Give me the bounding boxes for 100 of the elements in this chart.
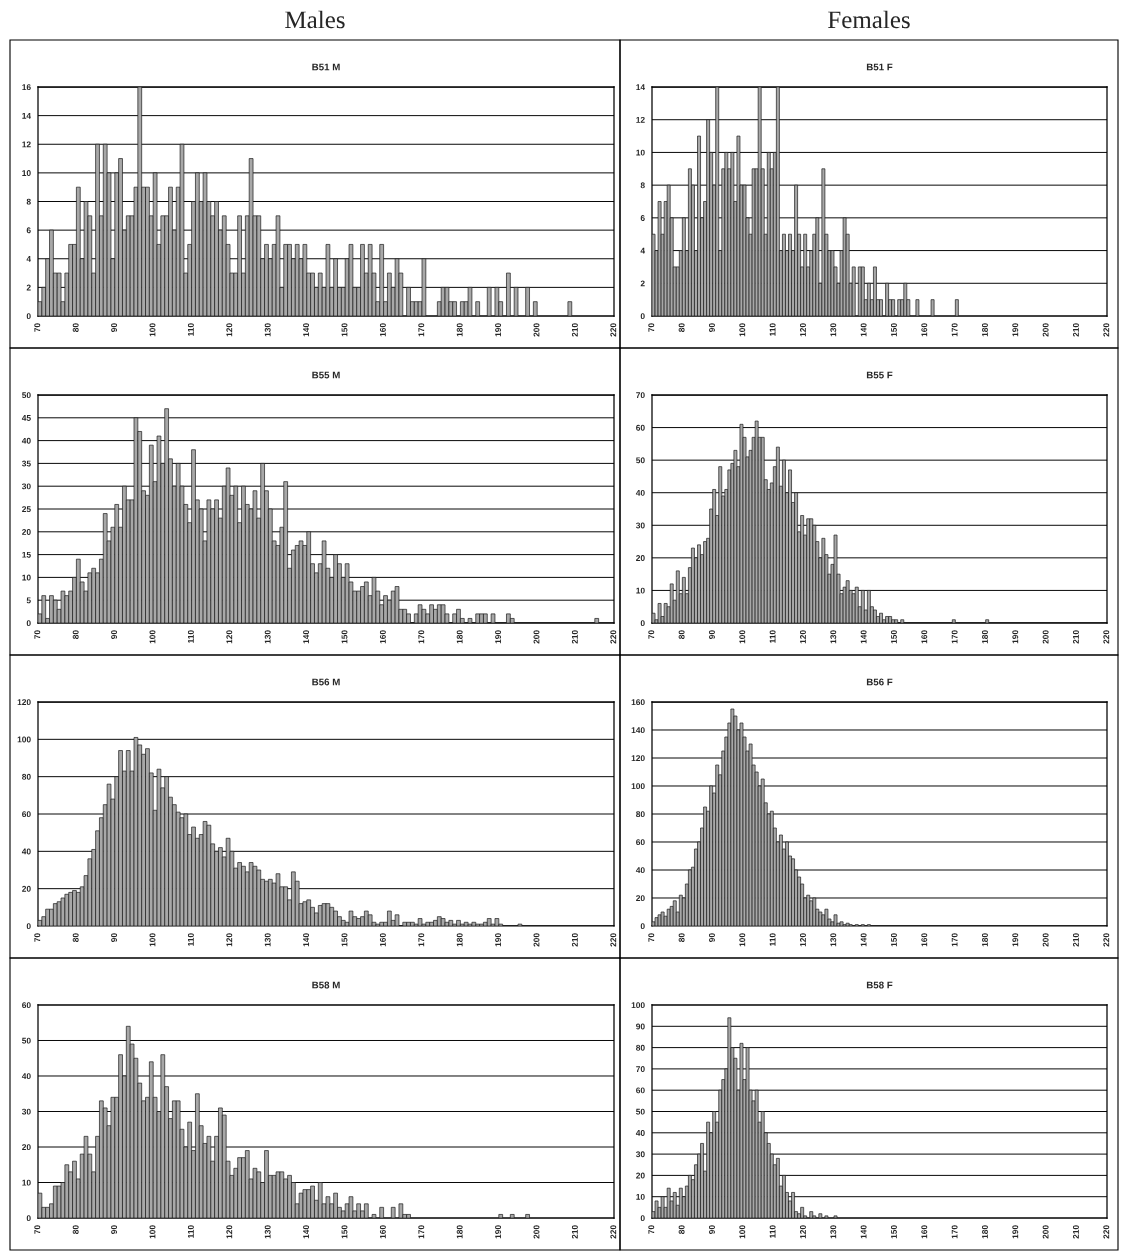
x-tick-label: 150 (891, 1225, 897, 1239)
y-tick-label: 10 (22, 574, 31, 581)
x-tick-label: 80 (72, 1225, 79, 1234)
chart-title: B56 F (866, 678, 893, 686)
x-tick-label: 150 (341, 630, 348, 644)
x-tick-label: 190 (495, 630, 502, 644)
x-tick-label: 70 (648, 630, 655, 639)
y-tick-label: 2 (640, 280, 645, 287)
y-tick-label: 40 (21, 437, 31, 444)
y-tick-label: 10 (22, 170, 31, 176)
x-tick-label: 100 (739, 323, 746, 337)
y-tick-label: 50 (636, 457, 645, 464)
x-tick-label: 180 (982, 933, 988, 947)
x-tick-label: 80 (72, 323, 79, 332)
y-tick-label: 60 (636, 424, 645, 431)
y-tick-label: 0 (26, 313, 31, 320)
x-tick-label: 190 (495, 933, 502, 947)
x-tick-label: 130 (264, 323, 271, 337)
x-tick-label: 170 (951, 630, 958, 644)
x-tick-label: 210 (571, 1225, 578, 1239)
x-tick-label: 220 (1103, 933, 1110, 947)
x-tick-label: 140 (303, 933, 310, 947)
x-tick-label: 130 (264, 933, 271, 947)
x-tick-label: 170 (418, 630, 425, 644)
x-tick-label: 220 (1103, 1225, 1110, 1239)
y-tick-label: 30 (635, 522, 645, 529)
y-tick-label: 60 (636, 839, 645, 846)
y-tick-label: 20 (636, 555, 645, 561)
x-tick-label: 70 (34, 1225, 41, 1234)
x-tick-label: 100 (739, 1225, 746, 1239)
x-tick-label: 170 (418, 1225, 425, 1239)
y-tick-label: 80 (22, 773, 31, 780)
x-tick-label: 160 (921, 323, 928, 337)
y-tick-label: 10 (636, 1193, 645, 1200)
x-tick-label: 110 (769, 933, 776, 946)
x-tick-label: 90 (709, 933, 715, 942)
y-tick-label: 40 (635, 1130, 645, 1136)
x-tick-label: 120 (800, 323, 806, 337)
y-tick-label: 10 (22, 1179, 31, 1186)
x-tick-label: 120 (800, 630, 806, 644)
y-tick-label: 6 (640, 215, 645, 221)
y-tick-label: 50 (22, 392, 31, 399)
x-tick-label: 160 (921, 1225, 928, 1239)
y-tick-label: 14 (636, 84, 646, 91)
x-tick-label: 170 (951, 1225, 958, 1239)
y-tick-label: 10 (636, 149, 645, 156)
y-tick-label: 6 (26, 227, 31, 234)
y-tick-label: 14 (22, 112, 32, 119)
x-tick-label: 120 (226, 630, 233, 644)
x-tick-label: 220 (1103, 630, 1110, 644)
x-tick-label: 130 (830, 323, 837, 337)
x-tick-label: 210 (1073, 1225, 1079, 1239)
y-tick-label: 60 (22, 1002, 31, 1009)
y-tick-label: 5 (26, 597, 31, 604)
y-tick-label: 0 (26, 620, 31, 627)
x-tick-label: 190 (495, 323, 502, 337)
x-tick-label: 160 (379, 933, 386, 947)
x-tick-label: 140 (860, 630, 867, 644)
x-tick-label: 190 (1012, 630, 1019, 644)
y-tick-label: 30 (21, 1108, 31, 1115)
x-tick-label: 210 (1073, 630, 1079, 644)
x-tick-label: 110 (769, 630, 776, 643)
x-tick-label: 90 (709, 1225, 715, 1234)
x-tick-label: 70 (34, 933, 41, 942)
x-tick-label: 220 (610, 323, 617, 337)
x-tick-label: 150 (891, 630, 897, 644)
y-tick-label: 16 (22, 84, 31, 91)
y-tick-label: 10 (636, 587, 645, 594)
y-tick-label: 8 (640, 182, 645, 189)
y-tick-label: 60 (636, 1087, 645, 1094)
x-tick-label: 200 (1042, 1225, 1049, 1239)
x-tick-label: 80 (72, 630, 79, 639)
y-tick-label: 50 (22, 1037, 31, 1044)
x-tick-label: 140 (860, 1225, 867, 1239)
chart-title: B55 M (312, 371, 340, 379)
x-tick-label: 200 (1042, 933, 1049, 947)
x-tick-label: 150 (341, 933, 348, 947)
y-tick-label: 120 (17, 699, 31, 706)
x-tick-label: 180 (456, 630, 463, 644)
y-tick-label: 80 (636, 1044, 645, 1051)
x-tick-label: 120 (800, 933, 806, 947)
x-tick-label: 210 (1073, 323, 1079, 337)
y-tick-label: 0 (640, 313, 645, 320)
x-tick-label: 210 (1073, 933, 1079, 947)
x-tick-label: 220 (610, 630, 617, 644)
x-tick-label: 110 (187, 630, 194, 643)
x-tick-label: 160 (379, 1225, 386, 1239)
x-tick-label: 170 (418, 933, 425, 947)
x-tick-label: 80 (678, 1225, 685, 1234)
x-tick-label: 150 (341, 323, 348, 337)
chart-title: B56 M (312, 678, 340, 686)
y-tick-label: 70 (636, 1066, 645, 1072)
x-tick-label: 210 (571, 630, 578, 644)
y-tick-label: 100 (631, 1002, 645, 1009)
chart-title: Females (828, 10, 910, 29)
y-tick-label: 40 (21, 848, 31, 855)
y-tick-label: 80 (636, 811, 645, 818)
x-tick-label: 70 (648, 933, 655, 942)
y-tick-label: 0 (640, 620, 645, 627)
x-tick-label: 100 (149, 1225, 156, 1239)
